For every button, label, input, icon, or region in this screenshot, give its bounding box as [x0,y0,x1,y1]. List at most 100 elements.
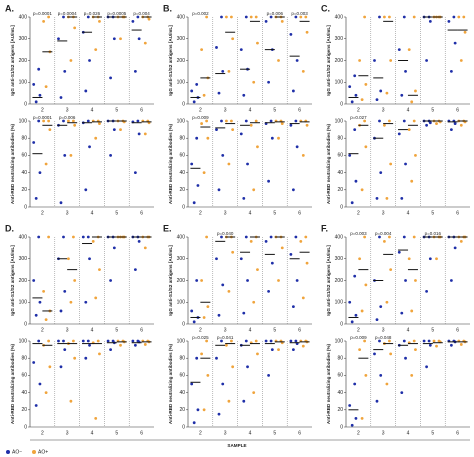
x-tick-label: 4 [407,210,410,216]
y-tick-label: 0 [24,101,27,107]
data-point [106,339,110,343]
data-point [462,15,466,19]
data-point [205,119,209,123]
x-tick-label: 2 [357,107,360,113]
data-point [246,279,249,282]
data-point [301,296,305,300]
data-point [410,309,414,313]
y-tick-label: 80 [179,136,185,142]
data-point [63,289,67,293]
panel-label: C. [321,3,330,13]
data-point [217,412,221,416]
data-point [205,235,209,239]
data-point [37,235,41,239]
data-point [190,309,194,313]
y-tick-label: 400 [177,234,186,240]
data-point [37,339,41,343]
data-point [62,119,65,123]
data-point [94,296,98,300]
data-point [350,320,354,324]
y-tick-label: 100 [335,338,344,344]
data-point [96,339,100,343]
data-point [131,19,135,23]
data-point [133,69,137,73]
data-point [221,382,225,386]
data-point [447,19,451,23]
data-point [360,309,364,313]
data-point [231,128,235,132]
x-tick-label: 3 [66,430,69,436]
data-point [294,15,298,19]
y-tick-label: 100 [19,80,28,86]
data-point [63,348,67,351]
data-point [304,15,308,19]
data-point [86,15,90,19]
data-point [402,339,406,343]
data-point [270,261,274,265]
data-point [389,59,393,62]
x-tick-label: 3 [66,107,69,113]
data-point [44,318,48,322]
x-tick-label: 6 [298,107,301,113]
data-point [215,356,218,360]
data-point [379,305,383,308]
p-value: p=0.003 [291,11,308,16]
data-point [407,257,411,261]
p-value: p=0.009 [192,115,209,120]
y-tick-label: 0 [340,424,343,430]
y-tick-label: 400 [335,14,344,20]
y-axis-label: Anti-RBD neutralizing antibodies (%) [326,343,331,424]
data-point [358,348,362,351]
y-axis-label: IgG anti-S1/S2 antigens [AU/mL] [10,25,15,96]
data-point [73,356,77,360]
data-point [72,339,75,343]
data-point [267,374,270,377]
data-point [373,59,376,62]
data-point [73,26,77,30]
data-point [397,132,401,136]
legend-swatch [6,450,10,454]
data-point [44,162,48,166]
data-point [375,399,379,403]
data-point [200,352,204,356]
data-point [98,19,101,23]
y-axis-label: IgG anti-S1/S2 antigens [AU/mL] [168,245,173,316]
data-point [230,15,233,19]
data-point [252,188,256,192]
x-tick-label: 6 [298,327,301,333]
data-point [407,48,411,52]
data-point [86,235,90,239]
data-point [143,246,147,250]
x-tick-label: 4 [249,430,252,436]
p-value: p=0.006 [59,115,76,120]
data-point [414,279,417,282]
data-point [242,399,246,403]
data-point [277,279,280,282]
y-tick-label: 0 [182,204,185,210]
data-point [363,339,367,343]
y-tick-label: 100 [19,338,28,344]
data-point [109,348,112,351]
p-value: p=0.027 [350,115,367,120]
x-tick-label: 3 [382,327,385,333]
p-value: p=0.026 [84,11,101,16]
data-point [88,145,91,149]
data-point [397,48,401,52]
data-point [400,391,404,394]
x-tick-label: 5 [273,107,276,113]
data-point [410,100,414,104]
data-point [277,59,280,62]
data-point [412,339,416,343]
x-tick-label: 5 [431,327,434,333]
y-tick-label: 200 [177,58,186,64]
data-point [459,59,463,62]
data-point [267,80,270,84]
data-point [360,188,364,192]
x-tick-label: 6 [140,107,143,113]
data-point [32,83,36,86]
data-point [143,132,147,136]
panel-label: A. [5,3,14,13]
x-tick-label: 3 [382,210,385,216]
data-point [249,239,253,243]
